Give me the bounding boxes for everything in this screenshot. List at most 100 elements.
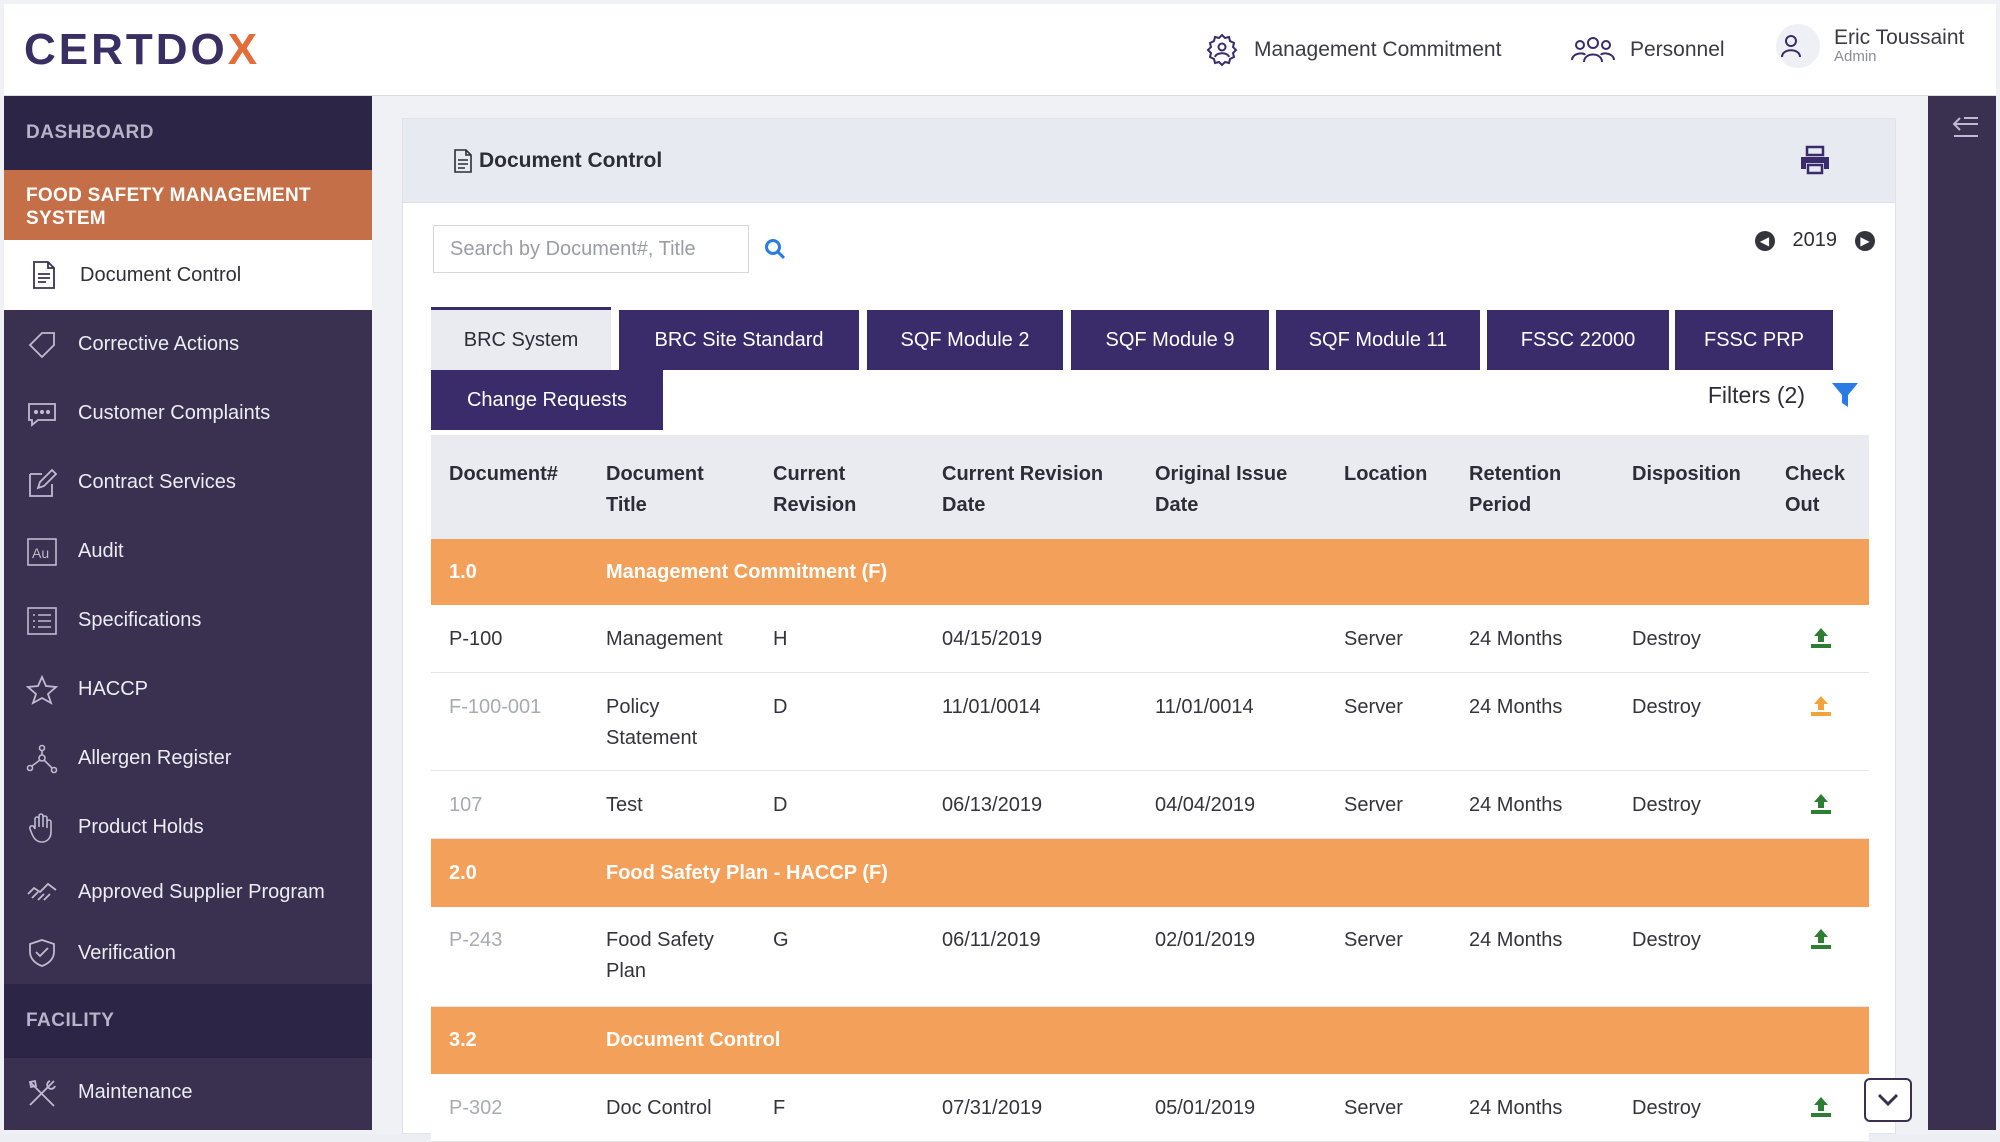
cell-document-number[interactable]: P-100 [449, 628, 503, 650]
cell-current-revision: G [773, 929, 789, 951]
cell-disposition: Destroy [1632, 794, 1701, 816]
tab-change-requests[interactable]: Change Requests [431, 370, 663, 430]
document-icon [33, 261, 55, 289]
filters-control[interactable]: Filters (2) [1708, 381, 1859, 409]
sidebar-item-document-control[interactable]: Document Control [4, 240, 372, 310]
sidebar-item-customer-complaints[interactable]: Customer Complaints [4, 379, 372, 448]
chat-icon [28, 402, 56, 427]
cell-location: Server [1344, 1097, 1403, 1119]
edit-icon [29, 468, 58, 497]
network-icon [26, 744, 58, 773]
right-rail [1928, 96, 1996, 1130]
sidebar-item-maintenance[interactable]: Maintenance [4, 1058, 372, 1127]
personnel-link[interactable]: Personnel [1570, 30, 1725, 70]
search-icon[interactable] [763, 237, 787, 261]
filter-icon[interactable] [1831, 381, 1859, 409]
hand-icon [28, 812, 52, 843]
group-row: 1.0 Management Commitment (F) [431, 539, 1869, 605]
cell-disposition: Destroy [1632, 696, 1701, 718]
handshake-icon [27, 882, 57, 901]
print-icon[interactable] [1799, 145, 1831, 175]
logo-x: X [227, 25, 261, 74]
document-icon [454, 148, 472, 173]
cell-document-number[interactable]: F-100-001 [449, 696, 542, 718]
user-menu[interactable]: Eric Toussaint Admin [1776, 24, 1964, 68]
sidebar-item-label: Maintenance [78, 1081, 193, 1103]
certdox-logo[interactable]: CERTDO X [24, 22, 260, 78]
cell-document-number[interactable]: P-302 [449, 1097, 503, 1119]
sidebar-group-food-safety[interactable]: FOOD SAFETY MANAGEMENT SYSTEM [4, 170, 372, 240]
col-original-issue-date[interactable]: Original Issue Date [1155, 463, 1288, 516]
tab-brc-site-standard[interactable]: BRC Site Standard [619, 310, 859, 370]
col-check-out[interactable]: Check Out [1785, 463, 1846, 516]
tab-fssc-prp[interactable]: FSSC PRP [1675, 310, 1833, 370]
tab-fssc-22000[interactable]: FSSC 22000 [1487, 310, 1669, 370]
personnel-label: Personnel [1630, 38, 1725, 61]
col-disposition[interactable]: Disposition [1632, 463, 1741, 485]
sidebar-item-approved-supplier-program[interactable]: Approved Supplier Program [4, 862, 372, 922]
upload-icon[interactable] [1809, 1096, 1833, 1118]
tab-sqf-module-2[interactable]: SQF Module 2 [867, 310, 1063, 370]
cell-original-issue-date: 02/01/2019 [1155, 929, 1256, 951]
collapse-menu-icon[interactable] [1950, 114, 1980, 142]
sidebar-item-haccp[interactable]: HACCP [4, 655, 372, 724]
tab-brc-system[interactable]: BRC System [431, 307, 611, 370]
cell-document-number[interactable]: 107 [449, 794, 483, 816]
table-row[interactable]: 107 Test D 06/13/2019 04/04/2019 Server … [431, 771, 1869, 839]
group-row: 3.2 Document Control [431, 1007, 1869, 1074]
sidebar-item-label: Audit [78, 540, 124, 562]
cell-retention-period: 24 Months [1469, 696, 1563, 718]
sidebar-item-specifications[interactable]: Specifications [4, 586, 372, 655]
avatar [1776, 24, 1820, 68]
sidebar-item-label: Customer Complaints [78, 402, 271, 424]
table-header: Document# Document Title Current Revision … [431, 435, 1869, 539]
cell-revision-date: 06/13/2019 [942, 794, 1043, 816]
table-row[interactable]: F-100-001 Policy Statement D 11/01/0014 1… [431, 673, 1869, 771]
group-title: Management Commitment (F) [606, 561, 888, 583]
svg-text:Au: Au [32, 545, 49, 561]
user-role: Admin [1834, 48, 1877, 66]
sidebar: DASHBOARD FOOD SAFETY MANAGEMENT SYSTEM … [4, 96, 372, 1130]
sidebar-dashboard[interactable]: DASHBOARD [4, 96, 372, 170]
sidebar-item-corrective-actions[interactable]: Corrective Actions [4, 310, 372, 379]
upload-icon[interactable] [1809, 695, 1833, 717]
upload-icon[interactable] [1809, 793, 1833, 815]
next-year-button[interactable]: ▶ [1855, 230, 1875, 251]
scroll-down-button[interactable] [1864, 1078, 1912, 1122]
cell-document-number[interactable]: P-243 [449, 929, 503, 951]
management-commitment-link[interactable]: Management Commitment [1204, 30, 1501, 70]
col-location[interactable]: Location [1344, 463, 1428, 485]
cell-document-title: Test [606, 794, 643, 816]
sidebar-item-label: Specifications [78, 609, 202, 631]
sidebar-item-contract-services[interactable]: Contract Services [4, 448, 372, 517]
prev-year-button[interactable]: ◀ [1754, 230, 1775, 251]
table-row[interactable]: P-302 Doc Control F 07/31/2019 05/01/201… [431, 1074, 1869, 1142]
chevron-down-icon [1877, 1093, 1899, 1107]
sidebar-item-allergen-register[interactable]: Allergen Register [4, 724, 372, 793]
tools-icon [28, 1079, 56, 1107]
cell-current-revision: H [773, 628, 788, 650]
search-input[interactable]: Search by Document#, Title [433, 225, 749, 273]
col-current-revision[interactable]: Current Revision [773, 463, 857, 516]
col-retention-period[interactable]: Retention Period [1469, 463, 1562, 516]
upload-icon[interactable] [1809, 928, 1833, 950]
cell-location: Server [1344, 696, 1403, 718]
sidebar-facility[interactable]: FACILITY [4, 984, 372, 1058]
sidebar-item-audit[interactable]: Au Audit [4, 517, 372, 586]
cell-document-title: Food Safety Plan [606, 929, 714, 982]
col-document-number[interactable]: Document# [449, 463, 558, 485]
upload-icon[interactable] [1809, 627, 1833, 649]
tab-sqf-module-9[interactable]: SQF Module 9 [1071, 310, 1269, 370]
group-row: 2.0 Food Safety Plan - HACCP (F) [431, 839, 1869, 907]
table-row[interactable]: P-100 Management H 04/15/2019 Server 24 … [431, 605, 1869, 673]
group-number: 1.0 [449, 561, 477, 583]
col-document-title[interactable]: Document Title [606, 463, 704, 516]
cell-revision-date: 04/15/2019 [942, 628, 1043, 650]
cell-original-issue-date: 04/04/2019 [1155, 794, 1256, 816]
col-current-revision-date[interactable]: Current Revision Date [942, 463, 1104, 516]
sidebar-item-product-holds[interactable]: Product Holds [4, 793, 372, 862]
sidebar-item-verification[interactable]: Verification [4, 922, 372, 984]
cell-location: Server [1344, 628, 1403, 650]
tab-sqf-module-11[interactable]: SQF Module 11 [1276, 310, 1480, 370]
table-row[interactable]: P-243 Food Safety Plan G 06/11/2019 02/01… [431, 907, 1869, 1007]
